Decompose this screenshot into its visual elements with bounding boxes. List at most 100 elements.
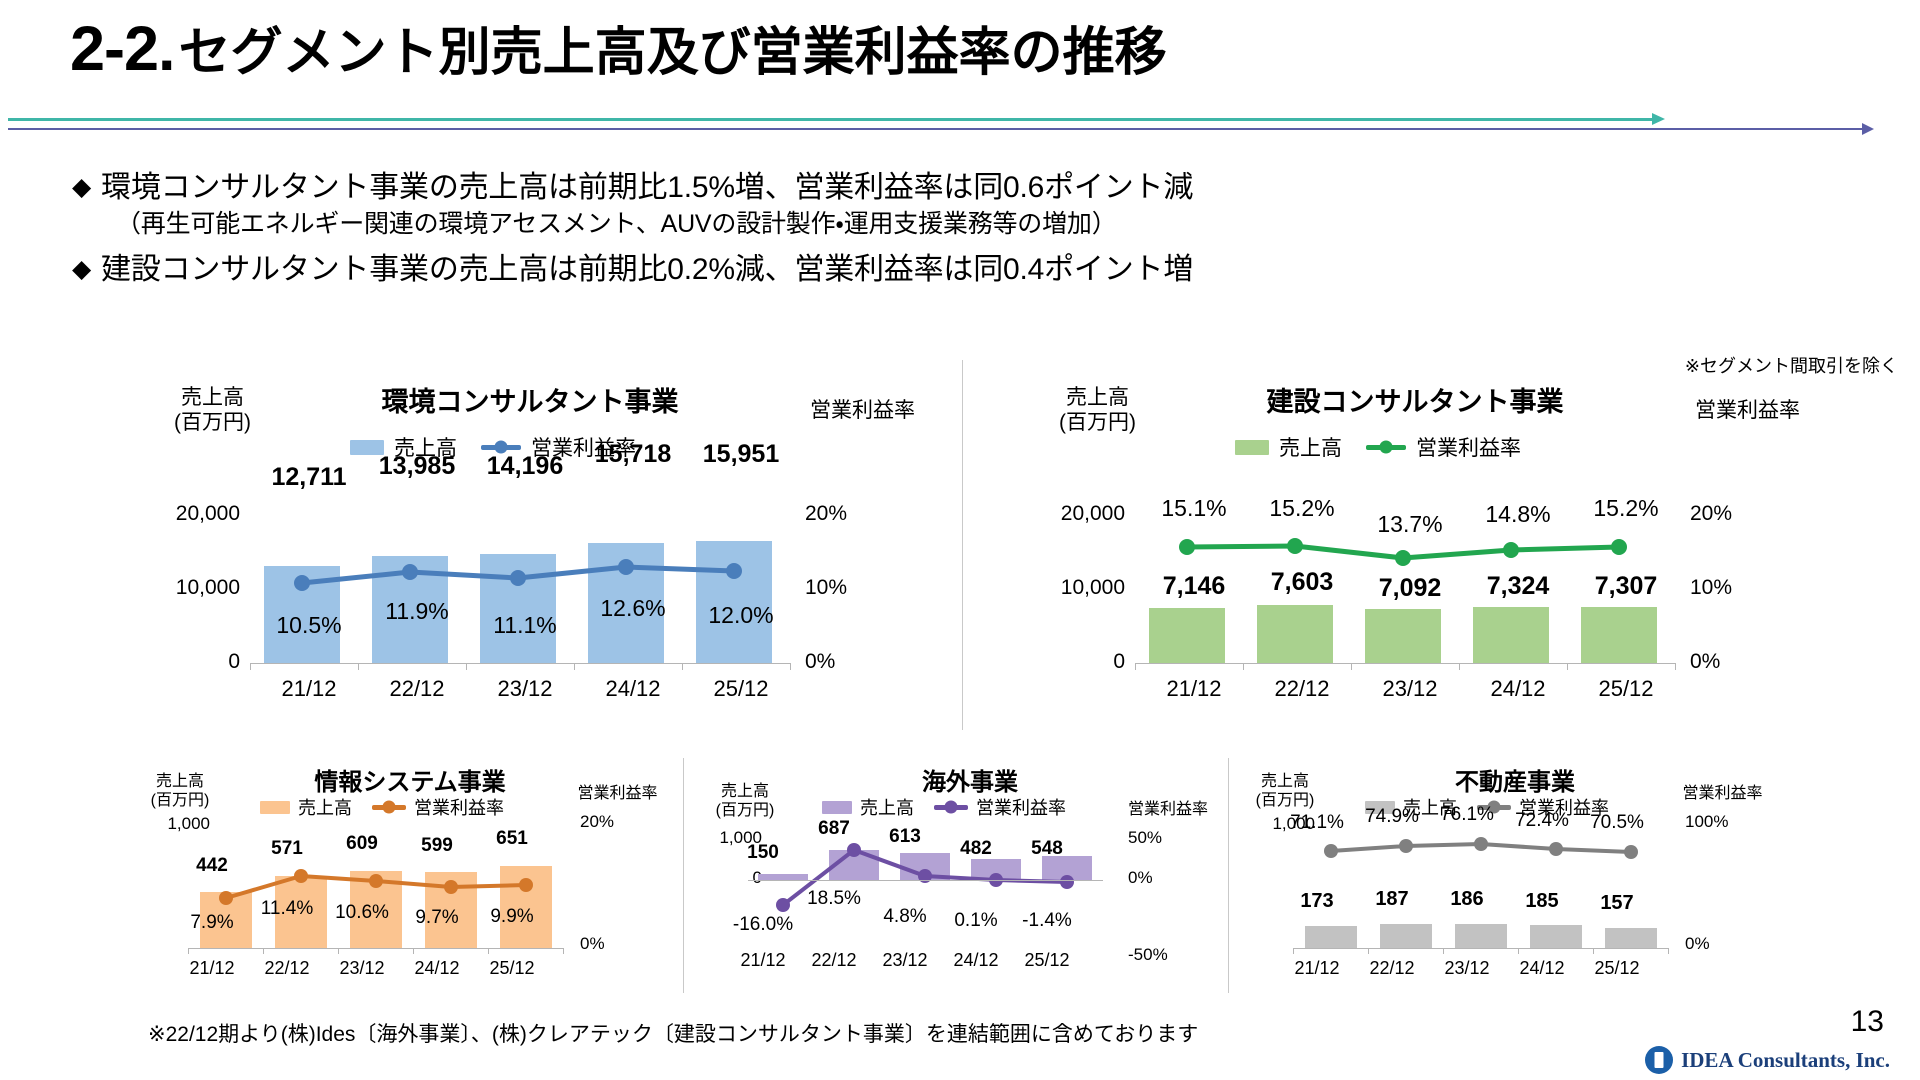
y-tick-0: 0 bbox=[228, 650, 240, 673]
plot-area bbox=[1135, 510, 1676, 670]
x-tick bbox=[250, 663, 251, 670]
plot-area bbox=[748, 836, 1103, 912]
bar-value-label: 687 bbox=[818, 818, 850, 839]
y-tick-10000: 10,000 bbox=[175, 576, 240, 599]
bullet-sub-1: （再生可能エネルギー関連の環境アセスメント、AUVの設計製作・運用支援業務等の増… bbox=[116, 209, 1117, 238]
bar-value-label: 7,324 bbox=[1486, 572, 1550, 600]
bar bbox=[758, 874, 808, 880]
bullet-text-2: 建設コンサルタント事業の売上高は前期比0.2%減、営業利益率は同0.4ポイント増 bbox=[101, 253, 1194, 287]
bullet-list: ◆ 環境コンサルタント事業の売上高は前期比1.5%増、営業利益率は同0.6ポイント… bbox=[72, 168, 1792, 290]
x-tick bbox=[263, 948, 264, 954]
y-tick-1000: 1,000 bbox=[719, 828, 762, 847]
rate-value-label: 4.8% bbox=[883, 906, 927, 927]
x-tick bbox=[1567, 663, 1568, 670]
company-logo: IDEA Consultants, Inc. bbox=[1645, 1046, 1890, 1074]
y-axis-caption: 売上高 (百万円) bbox=[1035, 385, 1160, 435]
rate-value-label: 74.9% bbox=[1365, 806, 1419, 827]
legend-bar-swatch bbox=[350, 439, 384, 455]
x-tick bbox=[488, 948, 489, 954]
x-axis-label: 22/12 bbox=[811, 950, 857, 970]
bar-value-label: 186 bbox=[1450, 888, 1484, 910]
y2-axis-caption: 営業利益率 bbox=[1682, 785, 1763, 802]
x-axis-label: 21/12 bbox=[1166, 676, 1222, 701]
y2-tick-0: 0% bbox=[580, 934, 605, 953]
rate-value-label: 10.6% bbox=[335, 902, 389, 923]
bar bbox=[1473, 607, 1549, 663]
bullet-item-2: ◆ 建設コンサルタント事業の売上高は前期比0.2%減、営業利益率は同0.4ポイント… bbox=[72, 250, 1792, 290]
logo-mark-icon bbox=[1645, 1046, 1674, 1074]
legend-line-label: 営業利益率 bbox=[414, 798, 504, 818]
rate-value-label: 15.2% bbox=[1269, 495, 1335, 521]
legend-line-label: 営業利益率 bbox=[1416, 437, 1521, 460]
footnote: ※22/12期より(株)Ides〔海外事業〕、(株)クレアテック〔建設コンサルタ… bbox=[148, 1023, 1199, 1046]
x-tick bbox=[1668, 948, 1669, 954]
chart-title: 情報システム事業 bbox=[314, 769, 506, 796]
y2-tick-minus50: -50% bbox=[1128, 945, 1168, 964]
x-axis-label: 21/12 bbox=[1294, 958, 1340, 978]
chart-title: 不動産事業 bbox=[1455, 769, 1575, 796]
y-axis-caption-line2: (百万円) bbox=[150, 792, 210, 810]
y2-tick-0: 0% bbox=[805, 650, 836, 673]
y-tick-20000: 20,000 bbox=[175, 502, 240, 525]
x-tick bbox=[790, 663, 791, 670]
legend-line-label: 営業利益率 bbox=[976, 798, 1066, 818]
legend-line-swatch bbox=[481, 444, 521, 450]
y2-axis-caption: 営業利益率 bbox=[1127, 801, 1208, 818]
bar-value-label: 14,196 bbox=[486, 452, 564, 480]
bar-value-label: 12,711 bbox=[271, 463, 347, 491]
y2-axis-caption: 営業利益率 bbox=[577, 785, 658, 802]
rate-value-label: -16.0% bbox=[732, 914, 794, 935]
plot-area bbox=[1293, 822, 1669, 954]
x-axis-line bbox=[1135, 663, 1675, 664]
chart-divider-vertical-3 bbox=[1228, 758, 1229, 993]
x-tick bbox=[1675, 663, 1676, 670]
y2-tick-10: 10% bbox=[1690, 576, 1733, 599]
diamond-bullet-icon: ◆ bbox=[72, 255, 92, 284]
y2-tick-0: 0% bbox=[1685, 934, 1710, 953]
x-axis-label: 25/12 bbox=[1598, 676, 1654, 701]
y-axis-caption-line1: 売上高 bbox=[1066, 386, 1129, 409]
bar-value-label: 7,307 bbox=[1594, 572, 1658, 600]
y2-tick-0: 0% bbox=[1128, 868, 1153, 887]
bar bbox=[1365, 609, 1441, 663]
rate-value-label: 71.1% bbox=[1290, 812, 1344, 833]
x-axis-label: 21/12 bbox=[740, 950, 786, 970]
x-axis-line bbox=[250, 663, 790, 664]
x-axis-label: 22/12 bbox=[1274, 676, 1330, 701]
rate-value-label: 15.1% bbox=[1161, 495, 1227, 521]
bar-value-label: 651 bbox=[496, 828, 528, 849]
x-axis-label: 25/12 bbox=[1594, 958, 1640, 978]
bar-value-label: 150 bbox=[747, 842, 779, 863]
bar bbox=[1581, 607, 1657, 663]
x-axis-label: 25/12 bbox=[489, 958, 535, 978]
chart-title: 建設コンサルタント事業 bbox=[1266, 387, 1564, 417]
chart-divider-vertical-1 bbox=[962, 360, 963, 730]
chart-environment: 環境コンサルタント事業 売上高 (百万円) 営業利益率 売上高 営業利益率 20… bbox=[150, 380, 940, 720]
legend-bar-label: 売上高 bbox=[860, 798, 914, 818]
rate-value-label: 14.8% bbox=[1485, 501, 1551, 527]
x-tick bbox=[1518, 948, 1519, 954]
x-axis-label: 24/12 bbox=[1490, 676, 1546, 701]
y2-tick-20: 20% bbox=[580, 812, 615, 831]
y-axis-caption: 売上高 (百万円) bbox=[695, 782, 795, 820]
rate-value-label: 70.5% bbox=[1590, 812, 1644, 833]
x-axis-label: 21/12 bbox=[189, 958, 235, 978]
legend-bar-swatch bbox=[260, 800, 290, 814]
rate-value-label: 11.4% bbox=[260, 898, 314, 919]
legend-bar-label: 売上高 bbox=[394, 437, 457, 460]
y-axis-caption-line1: 売上高 bbox=[181, 386, 244, 409]
rate-value-label: 0.1% bbox=[954, 910, 998, 931]
bar-value-label: 13,985 bbox=[378, 452, 456, 480]
legend-bar-swatch bbox=[822, 800, 852, 814]
x-axis-label: 22/12 bbox=[389, 676, 445, 701]
x-tick bbox=[682, 663, 683, 670]
rate-value-label: 9.7% bbox=[415, 907, 459, 928]
bar-value-label: 442 bbox=[196, 855, 228, 876]
rate-value-label: 18.5% bbox=[807, 888, 861, 909]
chart-legend: 売上高 営業利益率 bbox=[822, 794, 1066, 820]
title-number: 2-2. bbox=[70, 14, 176, 84]
chart-information-system: 情報システム事業 売上高 (百万円) 営業利益率 売上高 営業利益率 1,000… bbox=[140, 762, 680, 1002]
x-axis-label: 23/12 bbox=[1444, 958, 1490, 978]
y-tick-0: 0 bbox=[652, 868, 762, 888]
y-axis-caption-line1: 売上高 bbox=[1260, 773, 1309, 790]
